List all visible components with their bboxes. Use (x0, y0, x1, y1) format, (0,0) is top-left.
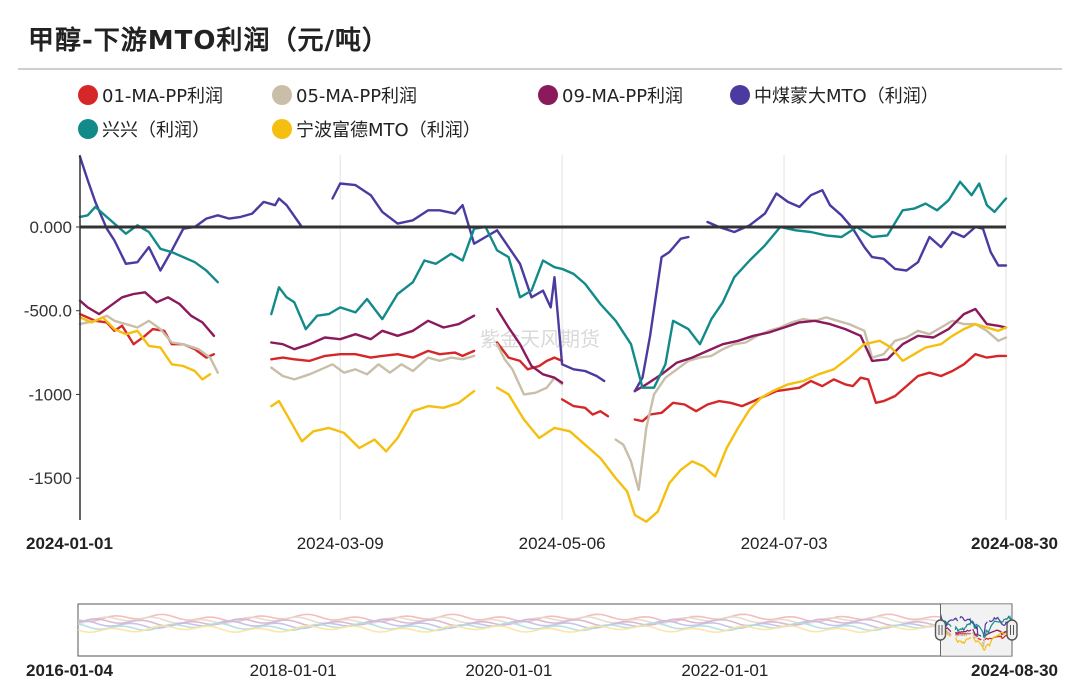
legend-item-xingxing[interactable]: 兴兴（利润） (78, 116, 210, 142)
legend-swatch (78, 85, 98, 105)
axes: 0.000 -500.0 -1000 -1500 2024-01-01 2024-03-0… (24, 155, 1058, 553)
legend-swatch (78, 119, 98, 139)
y-tick-label: 0.000 (29, 218, 72, 237)
y-tick-label: -500.0 (24, 302, 72, 321)
series-line-2 (633, 307, 1008, 393)
navigator-series-line-2 (955, 629, 972, 634)
chart-legend: 01-MA-PP利润 05-MA-PP利润 09-MA-PP利润 中煤蒙大MTO… (78, 82, 1068, 144)
series-line-2 (270, 314, 476, 351)
y-tick-label: -1000 (29, 385, 72, 404)
legend-label: 宁波富德MTO（利润） (296, 120, 481, 141)
title-divider (18, 68, 1062, 70)
navigator-series-line-0 (977, 637, 982, 641)
series-line-1 (614, 316, 1008, 492)
series-line-5 (78, 316, 212, 381)
series-line-4 (78, 205, 220, 284)
navigator: 2016-01-04 2018-01-01 2020-01-01 2022-01-01… (26, 603, 1058, 680)
navigator-tick-label: 2024-08-30 (971, 661, 1058, 680)
series-line-1 (78, 314, 220, 374)
legend-label: 09-MA-PP利润 (562, 86, 684, 107)
navigator-right-handle[interactable] (1006, 604, 1018, 656)
legend-label: 01-MA-PP利润 (102, 86, 224, 107)
x-tick-label: 2024-01-01 (26, 534, 113, 553)
series-line-0 (560, 398, 610, 418)
navigator-left-handle[interactable] (934, 604, 947, 656)
x-tick-label: 2024-07-03 (741, 534, 828, 553)
series-line-3 (633, 235, 690, 393)
legend-label: 兴兴（利润） (102, 120, 210, 141)
series-lines (78, 155, 1008, 523)
legend-swatch (538, 85, 558, 105)
legend-item-01[interactable]: 01-MA-PP利润 (78, 82, 223, 108)
series-line-0 (633, 353, 1008, 423)
navigator-tick-label: 2018-01-01 (250, 661, 337, 680)
series-line-2 (78, 291, 216, 337)
legend-item-09[interactable]: 09-MA-PP利润 (538, 82, 683, 108)
navigator-tick-label: 2020-01-01 (465, 661, 552, 680)
x-tick-label: 2024-08-30 (971, 534, 1058, 553)
navigator-history-line (77, 624, 941, 634)
series-line-5 (270, 389, 476, 453)
series-line-4 (270, 180, 1008, 389)
navigator-series-line-5 (954, 636, 972, 645)
y-tick-label: -1500 (29, 469, 72, 488)
navigator-history-line (77, 622, 941, 632)
series-line-1 (270, 354, 476, 381)
navigator-series-line-4 (954, 615, 1013, 638)
legend-swatch (272, 119, 292, 139)
legend-swatch (272, 85, 292, 105)
navigator-selection[interactable] (940, 604, 1012, 656)
navigator-series-line-2 (972, 628, 979, 637)
legend-item-ningbo[interactable]: 宁波富德MTO（利润） (272, 116, 481, 142)
watermark: 紫金天风期货 (480, 328, 600, 351)
navigator-series-line-5 (972, 630, 1013, 652)
navigator-series-line-4 (940, 618, 952, 627)
series-line-3 (331, 182, 606, 383)
legend-swatch (730, 85, 750, 105)
navigator-tick-label: 2016-01-04 (26, 661, 114, 680)
series-line-3 (78, 155, 304, 272)
navigator-series-line-1 (954, 633, 972, 637)
series-line-1 (495, 343, 564, 396)
legend-label: 05-MA-PP利润 (296, 86, 418, 107)
series-line-3 (706, 188, 1008, 272)
navigator-tick-label: 2022-01-01 (681, 661, 768, 680)
x-tick-label: 2024-03-09 (297, 534, 384, 553)
legend-item-zhongmei[interactable]: 中煤蒙大MTO（利润） (730, 82, 939, 108)
series-line-0 (270, 349, 476, 363)
navigator-history-line (77, 613, 941, 623)
chart-title: 甲醇-下游MTO利润（元/吨） (28, 26, 389, 56)
legend-label: 中煤蒙大MTO（利润） (754, 86, 939, 107)
series-line-5 (495, 322, 1008, 523)
x-tick-label: 2024-05-06 (519, 534, 606, 553)
series-line-2 (495, 307, 564, 384)
legend-item-05[interactable]: 05-MA-PP利润 (272, 82, 417, 108)
